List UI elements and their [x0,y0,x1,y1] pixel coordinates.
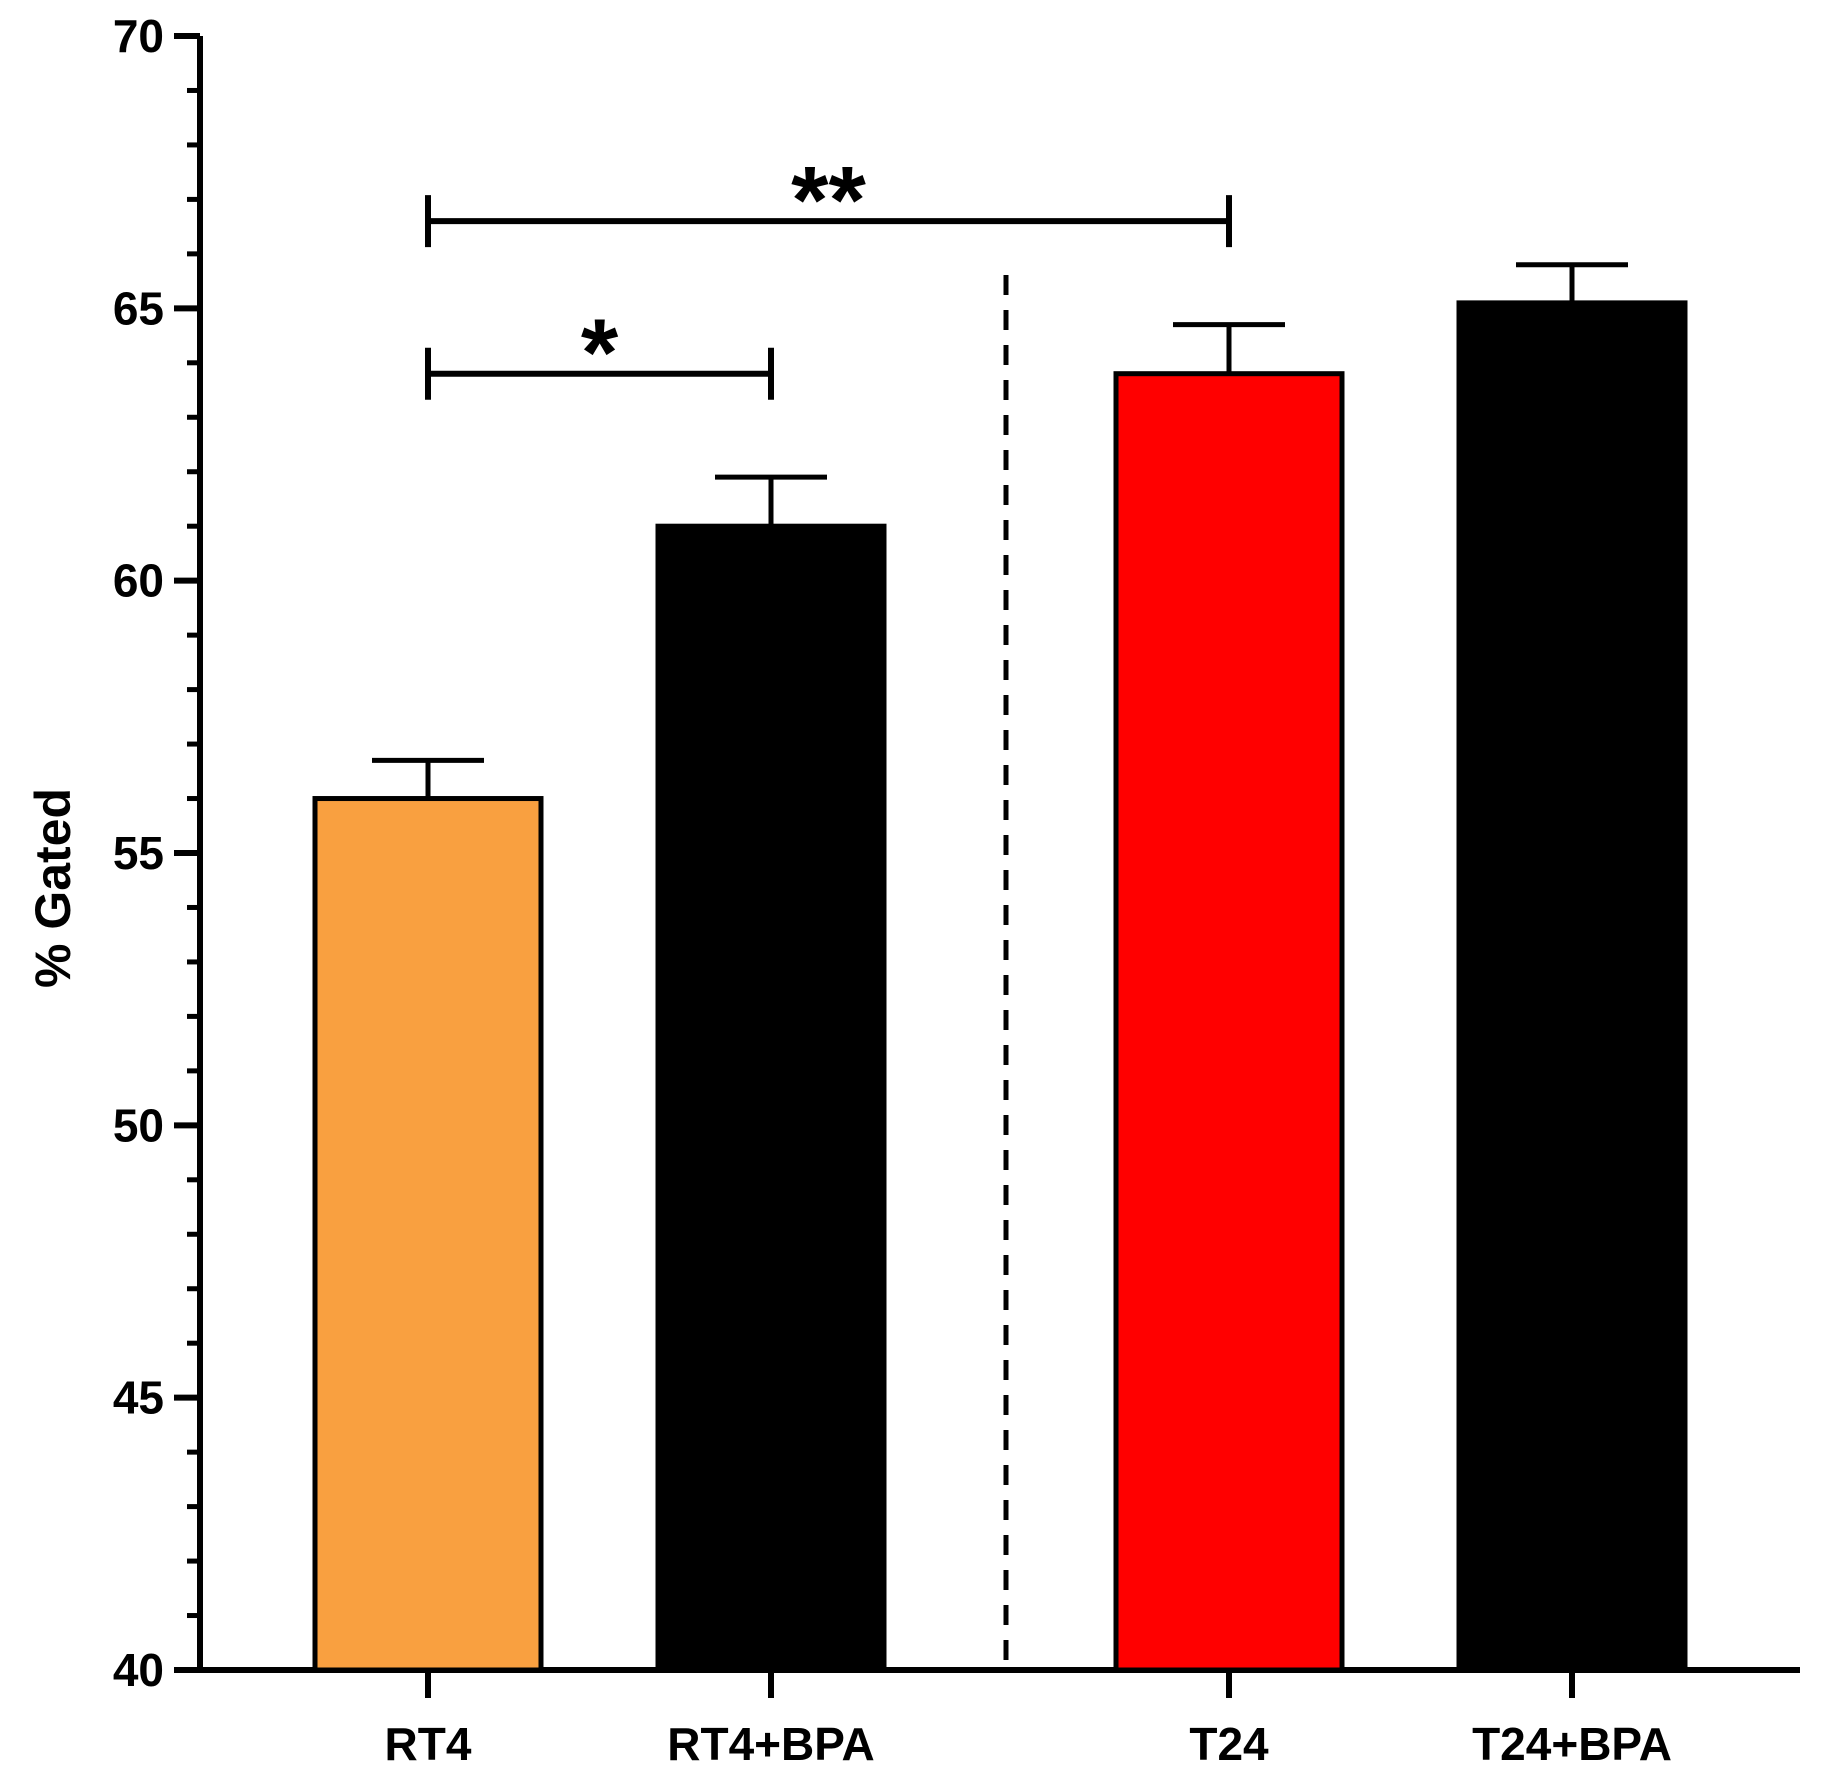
x-tick-label: RT4+BPA [667,1718,874,1770]
y-tick-label: 50 [113,1099,164,1151]
y-axis: 40 45 50 55 60 65 70 [113,10,203,1696]
significance-label: ** [791,147,866,254]
bar [1456,300,1688,1673]
x-axis: RT4 RT4+BPA T24 T24+BPA [197,1667,1800,1770]
bar [655,523,887,1673]
bars [312,300,1688,1673]
bar [312,796,544,1673]
y-tick-label: 60 [113,555,164,607]
y-tick-label: 55 [113,827,164,879]
error-bars [372,262,1628,799]
bar [1113,371,1345,1673]
significance-label: * [581,300,619,407]
y-tick-label: 65 [113,282,164,334]
y-axis-title: % Gated [25,788,81,988]
y-tick-label: 70 [113,10,164,62]
significance-brackets: *** [425,147,1232,407]
x-tick-label: T24+BPA [1472,1718,1672,1770]
y-tick-label: 45 [113,1372,164,1424]
y-tick-label: 40 [113,1644,164,1696]
x-tick-label: T24 [1189,1718,1269,1770]
x-tick-label: RT4 [385,1718,472,1770]
